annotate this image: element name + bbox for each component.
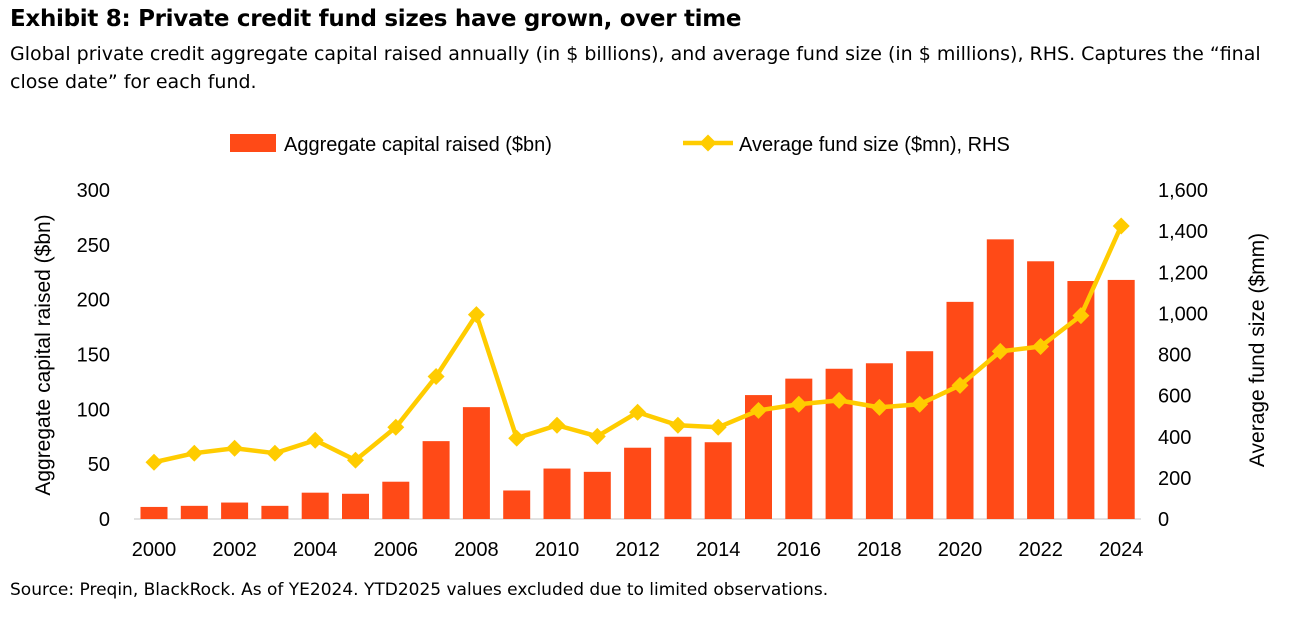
x-tick-label: 2006 bbox=[374, 539, 419, 561]
point-2019 bbox=[911, 395, 929, 413]
bar-2021 bbox=[986, 239, 1014, 519]
chart-source: Source: Preqin, BlackRock. As of YE2024.… bbox=[10, 580, 829, 600]
y2-tick-label: 800 bbox=[1158, 345, 1191, 367]
point-2007 bbox=[427, 368, 445, 385]
point-2001 bbox=[185, 444, 203, 462]
chart-title: Exhibit 8: Private credit fund sizes hav… bbox=[10, 6, 742, 32]
point-2003 bbox=[266, 444, 284, 462]
x-tick-label: 2016 bbox=[777, 539, 822, 561]
point-2014 bbox=[709, 418, 727, 436]
point-2021 bbox=[991, 342, 1009, 360]
bar-2022 bbox=[1027, 261, 1055, 519]
y2-axis-title: Average fund size ($mm) bbox=[1246, 233, 1269, 467]
bar-2000 bbox=[140, 506, 168, 519]
point-2000 bbox=[145, 453, 163, 471]
bar-2011 bbox=[583, 471, 611, 519]
point-2015 bbox=[750, 401, 767, 419]
x-tick-label: 2018 bbox=[857, 539, 902, 561]
chart-subtitle: Global private credit aggregate capital … bbox=[10, 43, 1261, 93]
point-2010 bbox=[548, 416, 566, 434]
point-2008 bbox=[467, 306, 485, 324]
y-tick-label: 150 bbox=[77, 345, 110, 367]
y-tick-label: 250 bbox=[77, 235, 110, 257]
bar-2013 bbox=[664, 436, 692, 519]
line-series bbox=[153, 225, 1124, 465]
legend-bar-swatch bbox=[230, 134, 276, 152]
point-2004 bbox=[306, 431, 324, 449]
bar-2005 bbox=[342, 493, 369, 519]
legend-bar-label: Aggregate capital raised ($bn) bbox=[284, 134, 552, 156]
bar-2020 bbox=[946, 301, 974, 519]
bar-2007 bbox=[422, 441, 450, 519]
point-2016 bbox=[790, 395, 808, 413]
x-tick-label: 2008 bbox=[454, 539, 499, 561]
bar-2009 bbox=[503, 490, 531, 519]
bar-2010 bbox=[543, 468, 571, 519]
x-tick-label: 2014 bbox=[696, 539, 741, 561]
y-tick-label: 0 bbox=[99, 509, 110, 531]
bar-2012 bbox=[624, 447, 652, 519]
y2-tick-label: 0 bbox=[1158, 509, 1169, 531]
point-2011 bbox=[588, 427, 606, 445]
point-2002 bbox=[226, 439, 244, 457]
y-tick-label: 300 bbox=[77, 180, 110, 202]
point-2005 bbox=[347, 451, 364, 469]
y-axis-title: Aggregate capital raised ($bn) bbox=[32, 214, 55, 495]
point-2006 bbox=[387, 418, 405, 436]
bar-2019 bbox=[906, 351, 934, 519]
bar-2006 bbox=[382, 481, 410, 519]
y-tick-label: 200 bbox=[77, 290, 110, 312]
y2-tick-label: 400 bbox=[1158, 427, 1191, 449]
legend-line-label: Average fund size ($mn), RHS bbox=[739, 134, 1010, 156]
x-tick-label: 2002 bbox=[212, 539, 257, 561]
point-2013 bbox=[669, 416, 687, 434]
point-2020 bbox=[951, 376, 969, 394]
legend-line-marker bbox=[699, 134, 717, 152]
point-2017 bbox=[830, 391, 848, 409]
y-tick-label: 50 bbox=[88, 454, 110, 476]
y2-tick-label: 1,000 bbox=[1158, 303, 1208, 325]
y2-tick-label: 200 bbox=[1158, 468, 1191, 490]
x-tick-label: 2000 bbox=[132, 539, 177, 561]
bar-2008 bbox=[462, 407, 490, 519]
y-tick-label: 100 bbox=[77, 399, 110, 421]
x-tick-label: 2010 bbox=[535, 539, 580, 561]
y2-tick-label: 600 bbox=[1158, 386, 1191, 408]
x-tick-label: 2004 bbox=[293, 539, 338, 561]
bar-2024 bbox=[1107, 279, 1135, 519]
y2-tick-label: 1,400 bbox=[1158, 221, 1208, 243]
x-tick-label: 2024 bbox=[1099, 539, 1144, 561]
point-2018 bbox=[870, 398, 888, 416]
bar-2002 bbox=[221, 502, 249, 519]
point-2012 bbox=[629, 403, 647, 421]
bar-2003 bbox=[261, 505, 289, 519]
point-2024 bbox=[1112, 217, 1130, 235]
bar-2018 bbox=[865, 363, 893, 519]
bar-2017 bbox=[825, 368, 853, 519]
point-2009 bbox=[508, 429, 526, 447]
x-tick-label: 2012 bbox=[615, 539, 660, 561]
x-tick-label: 2022 bbox=[1018, 539, 1063, 561]
x-tick-label: 2020 bbox=[938, 539, 983, 561]
bar-2001 bbox=[180, 505, 208, 519]
y2-tick-label: 1,600 bbox=[1158, 180, 1208, 202]
y2-tick-label: 1,200 bbox=[1158, 262, 1208, 284]
bar-2004 bbox=[301, 492, 329, 519]
bar-2014 bbox=[704, 442, 732, 519]
